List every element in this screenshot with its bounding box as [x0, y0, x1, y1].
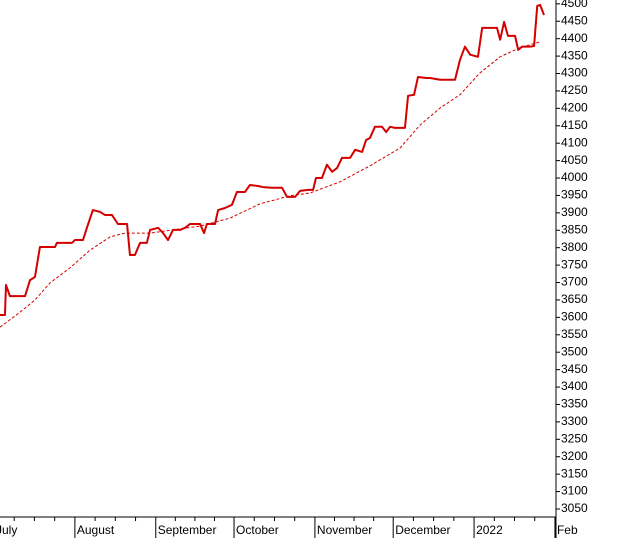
y-tick-label: 3500	[561, 344, 588, 358]
x-tick-label: December	[395, 523, 450, 537]
y-tick-label: 3050	[561, 501, 588, 515]
y-tick-label: 3200	[561, 449, 588, 463]
x-tick-label: 2022	[476, 523, 503, 537]
x-tick-label: July	[0, 523, 17, 537]
y-tick-label: 3550	[561, 327, 588, 341]
y-tick-label: 3700	[561, 275, 588, 289]
y-tick-label: 3750	[561, 257, 588, 271]
y-tick-label: 4300	[561, 66, 588, 80]
series-line	[0, 41, 541, 328]
y-tick-label: 3950	[561, 188, 588, 202]
y-tick-label: 4450	[561, 13, 588, 27]
y-tick-label: 3400	[561, 379, 588, 393]
y-tick-label: 4050	[561, 153, 588, 167]
x-tick-label: November	[317, 523, 372, 537]
y-tick-label: 3100	[561, 484, 588, 498]
y-tick-label: 4400	[561, 31, 588, 45]
y-tick-label: 4250	[561, 83, 588, 97]
y-tick-label: 3150	[561, 466, 588, 480]
y-tick-label: 4000	[561, 170, 588, 184]
y-tick-label: 4500	[561, 0, 588, 10]
y-tick-label: 3350	[561, 397, 588, 411]
y-tick-label: 4100	[561, 135, 588, 149]
x-tick-label: September	[158, 523, 217, 537]
y-tick-label: 3800	[561, 240, 588, 254]
y-tick-label: 3600	[561, 310, 588, 324]
y-tick-label: 3450	[561, 362, 588, 376]
y-tick-label: 3300	[561, 414, 588, 428]
x-tick-label: Feb	[557, 523, 578, 537]
y-tick-label: 3850	[561, 222, 588, 236]
x-tick-label: August	[77, 523, 115, 537]
x-tick-label: October	[236, 523, 279, 537]
series-line	[0, 3, 545, 316]
y-tick-label: 4150	[561, 118, 588, 132]
y-tick-label: 3900	[561, 205, 588, 219]
y-tick-label: 3250	[561, 431, 588, 445]
y-tick-label: 3650	[561, 292, 588, 306]
y-tick-label: 4200	[561, 101, 588, 115]
y-tick-label: 4350	[561, 48, 588, 62]
